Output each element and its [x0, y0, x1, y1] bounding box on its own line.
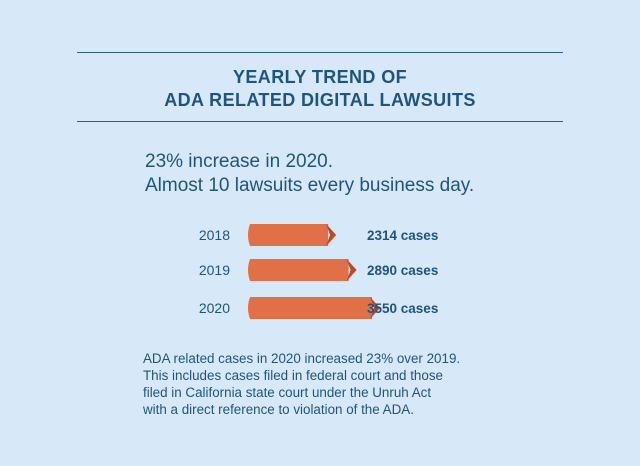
category-label-2019: 2019 [199, 262, 230, 278]
headline-line-2: Almost 10 lawsuits every business day. [145, 175, 475, 196]
page-title: YEARLY TREND OF ADA RELATED DIGITAL LAWS… [0, 66, 640, 112]
category-label-2018: 2018 [199, 227, 230, 243]
bar-tip-2019 [346, 259, 357, 281]
bar-2020 [248, 297, 373, 319]
bar-tip-2020 [370, 297, 381, 319]
value-label-2018: 2314 cases [367, 228, 438, 243]
footnote-line-3: filed in California state court under th… [143, 385, 432, 400]
footnote-line-1: ADA related cases in 2020 increased 23% … [143, 351, 461, 366]
bar-tip-2018 [326, 224, 337, 246]
value-label-2019: 2890 cases [367, 263, 438, 278]
footnote-line-2: This includes cases filed in federal cou… [143, 368, 443, 383]
headline: 23% increase in 2020. Almost 10 lawsuits… [145, 150, 474, 198]
title-line-2: ADA RELATED DIGITAL LAWSUITS [164, 90, 476, 110]
lawsuit-bar-chart: 2018 2314 cases 2019 2890 cases 2020 3550 cas… [199, 224, 438, 319]
footnote: ADA related cases in 2020 increased 23% … [143, 350, 563, 418]
headline-line-1: 23% increase in 2020. [145, 151, 334, 172]
value-label-2020: 3550 cases [367, 301, 438, 316]
bar-2018 [248, 224, 329, 246]
title-line-1: YEARLY TREND OF [232, 67, 408, 87]
bar-2019 [248, 259, 349, 281]
footnote-line-4: with a direct reference to violation of … [143, 402, 414, 417]
bottom-divider [77, 121, 563, 122]
top-divider [77, 52, 563, 53]
category-label-2020: 2020 [199, 300, 230, 316]
